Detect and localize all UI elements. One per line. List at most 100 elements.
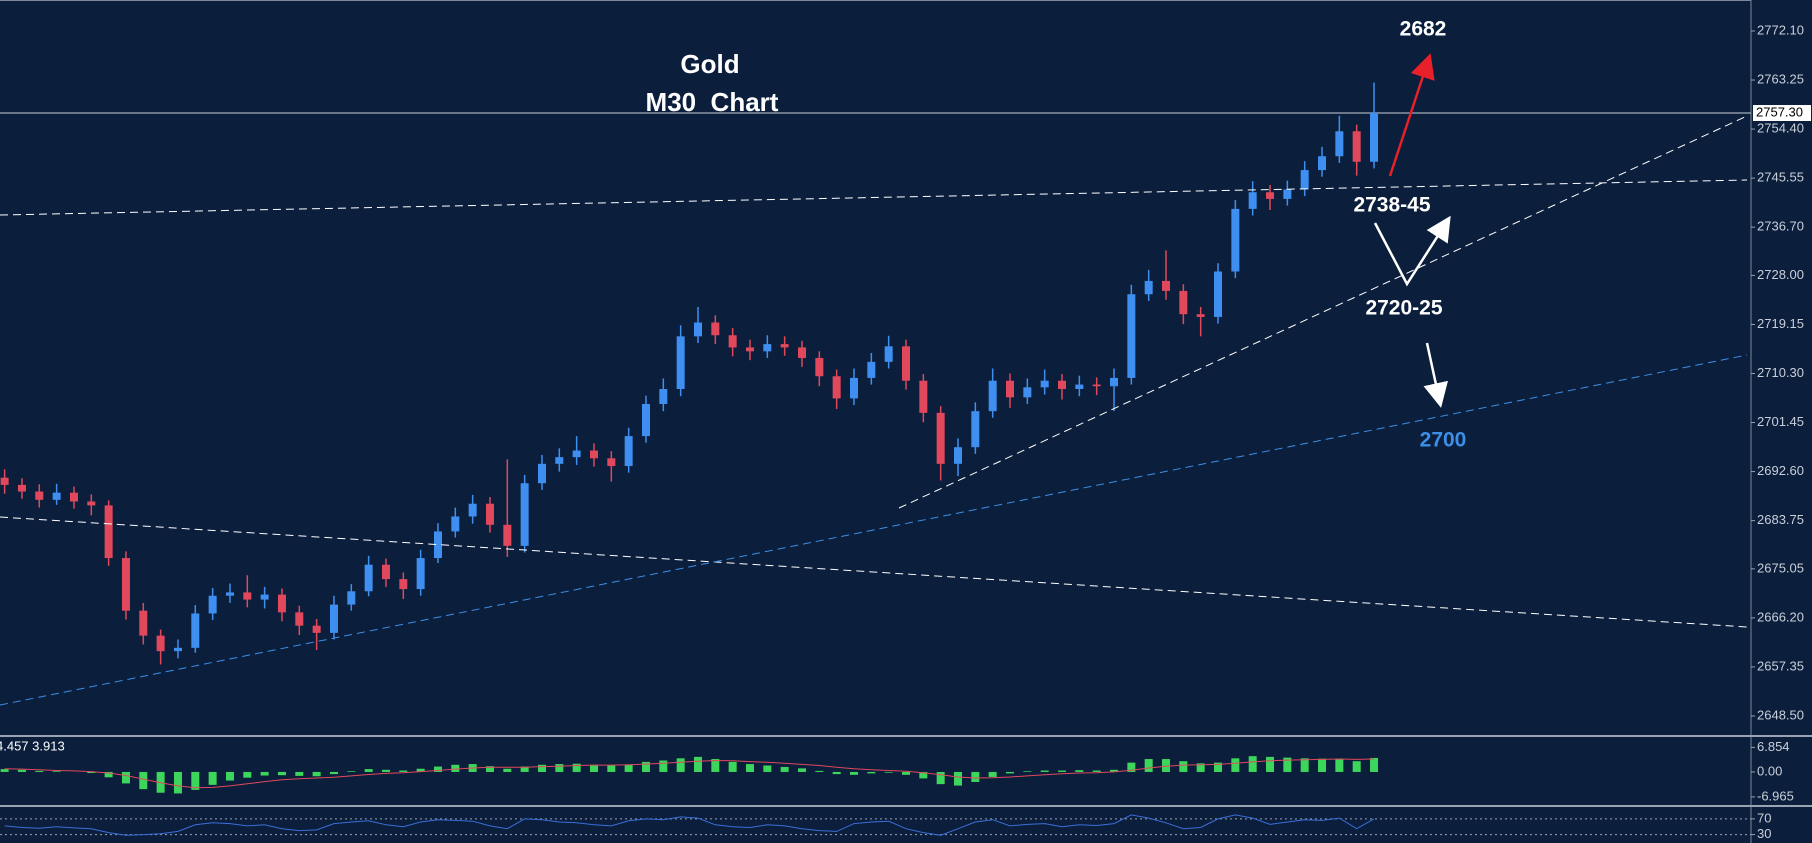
macd-bar bbox=[1162, 759, 1171, 772]
y-tick-label: 2736.70 bbox=[1757, 219, 1804, 234]
chart-title: Gold bbox=[680, 49, 739, 79]
y-tick-label: 2648.50 bbox=[1757, 707, 1804, 722]
macd-bar bbox=[1144, 759, 1153, 772]
y-tick-label: 2719.15 bbox=[1757, 316, 1804, 331]
macd-bar bbox=[0, 769, 9, 772]
macd-bar bbox=[954, 771, 963, 786]
candle-body bbox=[347, 591, 356, 605]
y-tick-label: 2701.45 bbox=[1757, 414, 1804, 429]
y-tick-label: -6.965 bbox=[1757, 788, 1794, 803]
candle-body bbox=[815, 357, 824, 377]
macd-bar bbox=[503, 768, 512, 772]
candle-body bbox=[884, 346, 893, 362]
candle-body bbox=[520, 483, 529, 546]
candle-body bbox=[1266, 192, 1275, 199]
candle-body bbox=[1144, 280, 1153, 295]
candle-body bbox=[1231, 208, 1240, 272]
macd-panel: 6.854 0.00 -6.965 4.457 3.913 bbox=[0, 738, 1794, 803]
macd-bar bbox=[624, 764, 633, 772]
candle-body bbox=[260, 594, 269, 600]
macd-bar bbox=[815, 770, 824, 772]
candle-body bbox=[589, 450, 598, 459]
candle-body bbox=[763, 344, 772, 352]
y-tick-label: 70 bbox=[1757, 810, 1771, 825]
candle-body bbox=[156, 635, 165, 652]
candle-body bbox=[17, 484, 26, 492]
candle-body bbox=[399, 579, 408, 590]
macd-bar bbox=[971, 771, 980, 782]
candle-body bbox=[468, 503, 477, 517]
level-annotation: 2700 bbox=[1420, 429, 1467, 452]
candle-body bbox=[572, 450, 581, 458]
candle-body bbox=[1092, 384, 1101, 387]
macd-bar bbox=[399, 770, 408, 772]
macd-bar bbox=[797, 768, 806, 772]
macd-bar bbox=[919, 771, 928, 779]
candle-body bbox=[1214, 271, 1223, 317]
candle-body bbox=[104, 505, 113, 559]
macd-bar bbox=[988, 771, 997, 777]
candle-body bbox=[954, 447, 963, 464]
candle-body bbox=[711, 322, 720, 336]
macd-bar bbox=[312, 771, 321, 777]
pullback-arrow bbox=[1373, 215, 1451, 287]
macd-bar bbox=[902, 771, 910, 775]
candle-body bbox=[641, 403, 650, 437]
candle-body bbox=[121, 558, 130, 611]
candle-body bbox=[1248, 192, 1257, 209]
macd-bar bbox=[243, 771, 252, 778]
candle-body bbox=[676, 336, 685, 390]
candle-body bbox=[1075, 384, 1084, 390]
candle-body bbox=[1058, 380, 1067, 390]
macd-bar bbox=[1023, 771, 1032, 772]
candle-body bbox=[1300, 170, 1309, 190]
macd-bar bbox=[1214, 762, 1223, 772]
macd-bar bbox=[139, 771, 148, 790]
candle-body bbox=[1335, 131, 1344, 157]
candle-body bbox=[364, 564, 373, 592]
macd-bar bbox=[173, 771, 182, 794]
candle-body bbox=[659, 389, 668, 404]
macd-bar bbox=[35, 770, 44, 772]
candle-body bbox=[1040, 380, 1049, 388]
y-tick-label: 2683.75 bbox=[1757, 512, 1804, 527]
current-price-box bbox=[1753, 105, 1811, 122]
candle-body bbox=[988, 380, 997, 412]
candle-body bbox=[416, 558, 425, 590]
macd-bar bbox=[451, 764, 460, 772]
candle-body bbox=[537, 463, 546, 484]
chart-subtitle: M30 Chart bbox=[646, 87, 779, 117]
macd-bar bbox=[607, 765, 616, 772]
macd-bar bbox=[191, 771, 200, 790]
macd-bar bbox=[87, 771, 96, 774]
macd-bar bbox=[295, 771, 304, 776]
candle-body bbox=[832, 376, 841, 399]
y-tick-label: 2657.35 bbox=[1757, 658, 1804, 673]
macd-label: 4.457 3.913 bbox=[0, 738, 65, 753]
candle-body bbox=[52, 492, 61, 500]
y-tick-label: 0.00 bbox=[1757, 763, 1782, 778]
y-tick-label: 2728.00 bbox=[1757, 267, 1804, 282]
macd-bar bbox=[277, 771, 286, 776]
macd-bar bbox=[1127, 762, 1136, 772]
candle-body bbox=[919, 380, 928, 413]
macd-bar bbox=[225, 771, 234, 781]
macd-bar bbox=[1058, 770, 1067, 772]
candle-body bbox=[173, 647, 182, 652]
macd-bar bbox=[1231, 758, 1240, 772]
macd-bar bbox=[763, 765, 772, 772]
macd-bar bbox=[849, 771, 858, 775]
macd-bar bbox=[1040, 770, 1049, 772]
candle-body bbox=[1162, 280, 1171, 291]
current-price-label: 2757.30 bbox=[1756, 104, 1803, 119]
macd-bar bbox=[1075, 770, 1084, 772]
macd-bar bbox=[1179, 761, 1188, 772]
candle-body bbox=[191, 613, 200, 648]
candle-body bbox=[780, 344, 789, 348]
candle-body bbox=[745, 347, 754, 352]
candle-body bbox=[277, 594, 286, 613]
y-tick-label: 2710.30 bbox=[1757, 365, 1804, 380]
